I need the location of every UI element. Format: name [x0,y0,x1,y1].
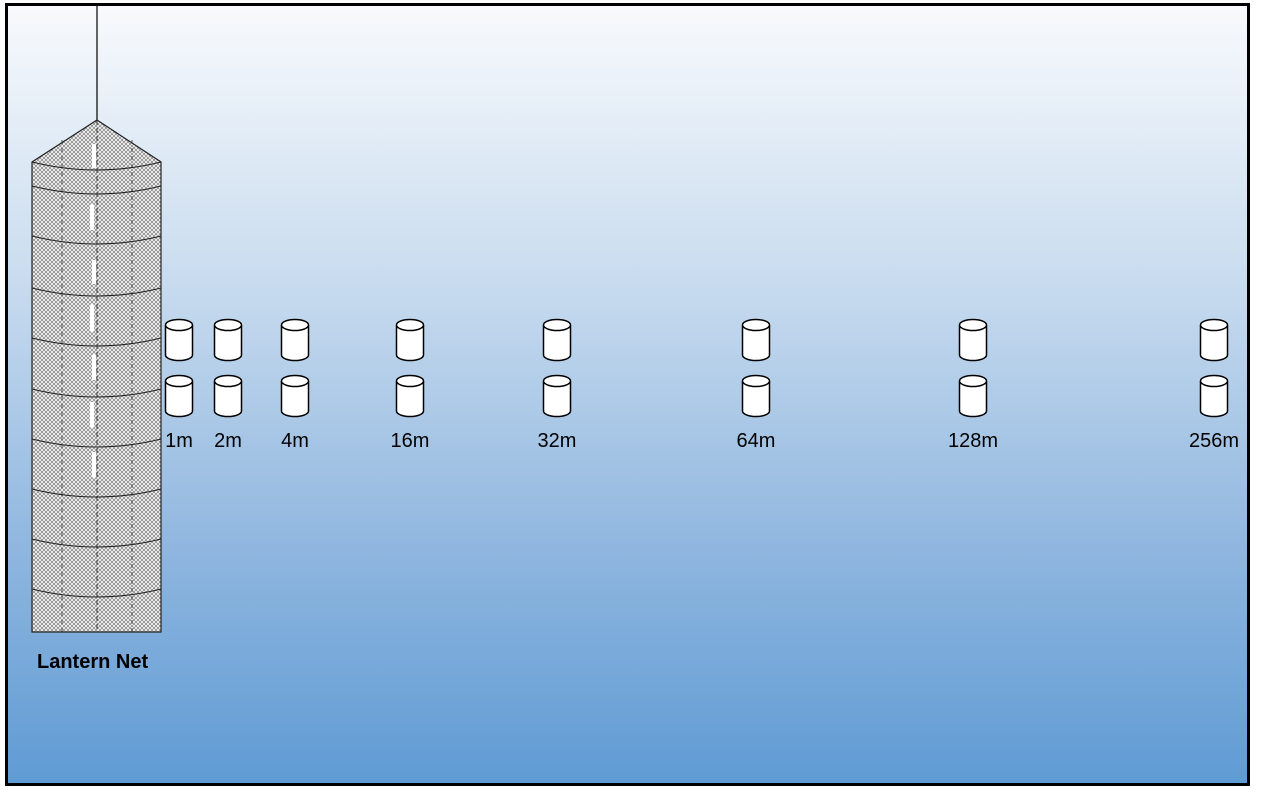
distance-label: 16m [390,430,430,452]
distance-label: 64m [736,430,776,452]
lantern-net-label: Lantern Net [37,651,149,673]
sample-cylinder-icon [280,374,310,418]
sample-cylinder-icon [741,318,771,362]
sample-cylinder-icon [164,318,194,362]
sample-cylinder-icon [741,374,771,418]
distance-label: 32m [537,430,577,452]
sample-cylinder-icon [395,318,425,362]
distance-label: 1m [165,430,193,452]
distance-label: 256m [1188,430,1240,452]
lantern-net-icon [31,6,162,633]
sample-cylinder-icon [1199,374,1229,418]
sample-cylinder-icon [542,374,572,418]
sample-cylinder-icon [280,318,310,362]
distance-label: 2m [214,430,242,452]
sample-cylinder-icon [395,374,425,418]
distance-label: 4m [281,430,309,452]
sample-cylinder-icon [213,374,243,418]
sample-cylinder-icon [958,374,988,418]
sample-cylinder-icon [542,318,572,362]
sample-cylinder-icon [164,374,194,418]
distance-label: 128m [947,430,999,452]
sample-cylinder-icon [958,318,988,362]
water-column-diagram: Lantern Net 1m 2m 4m 16m 32m 64m 128m 256m [5,3,1250,786]
sample-cylinder-icon [1199,318,1229,362]
sample-cylinder-icon [213,318,243,362]
